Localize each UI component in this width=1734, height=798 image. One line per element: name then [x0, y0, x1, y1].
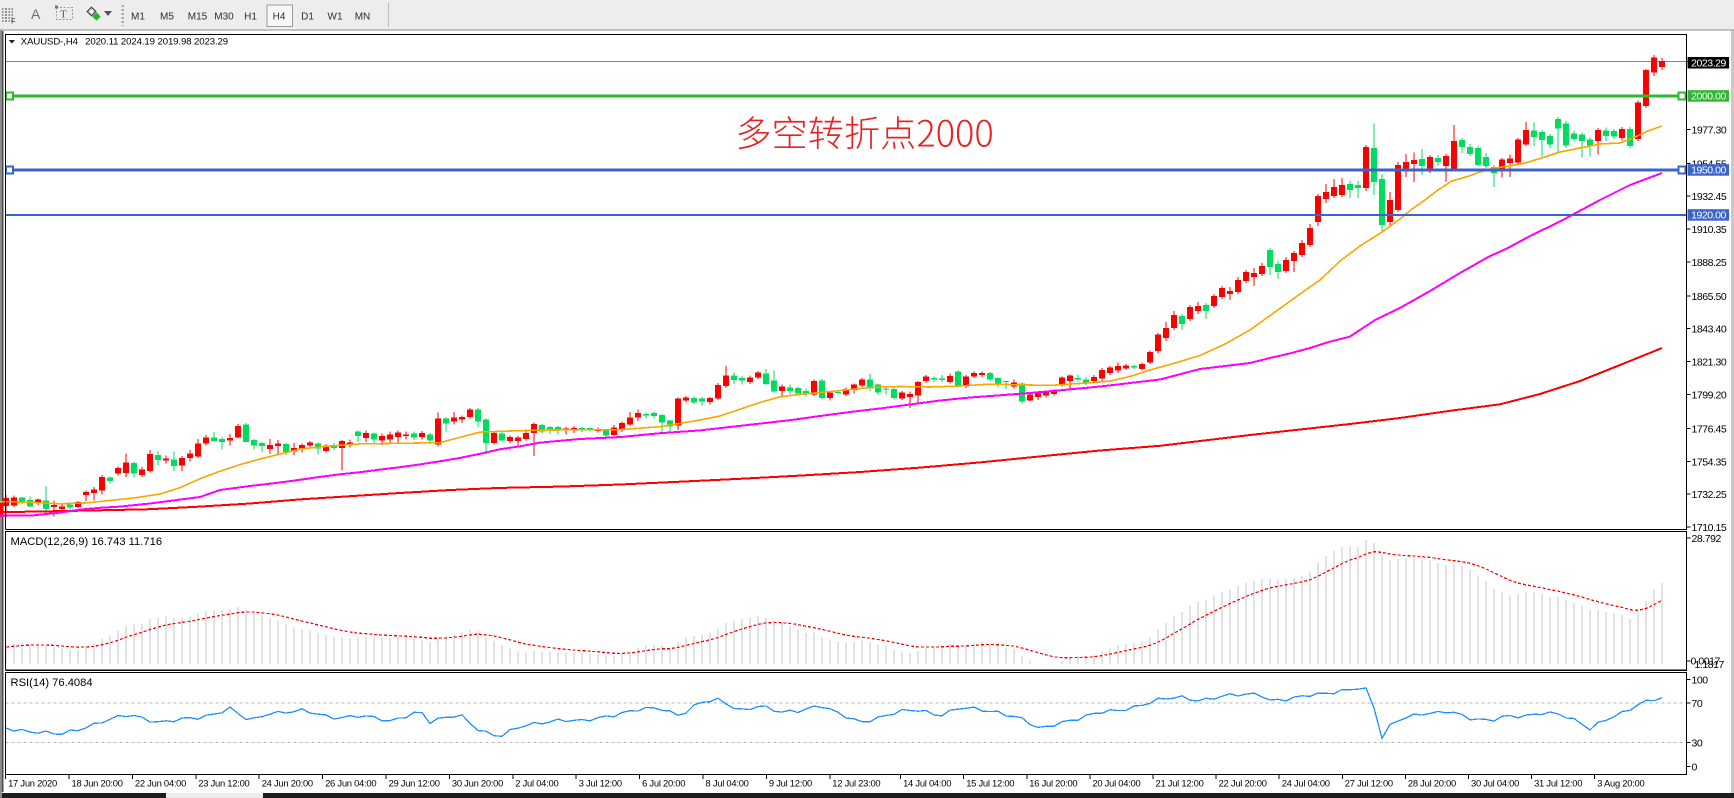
svg-text:1821.30: 1821.30 — [1692, 357, 1727, 369]
svg-text:MACD(12,26,9) 16.743 11.716: MACD(12,26,9) 16.743 11.716 — [11, 536, 163, 548]
svg-text:1754.35: 1754.35 — [1692, 456, 1727, 468]
svg-text:28.792: 28.792 — [1692, 533, 1722, 545]
svg-text:0: 0 — [1692, 761, 1698, 773]
svg-text:W1: W1 — [328, 12, 343, 23]
svg-text:M15: M15 — [188, 12, 208, 23]
svg-text:T: T — [60, 9, 67, 21]
svg-text:RSI(14) 76.4084: RSI(14) 76.4084 — [11, 677, 93, 689]
svg-text:D1: D1 — [301, 12, 314, 23]
svg-text:0.0017: 0.0017 — [1691, 656, 1721, 668]
svg-text:3 Aug 20:00: 3 Aug 20:00 — [1597, 778, 1644, 789]
svg-text:1799.20: 1799.20 — [1692, 390, 1727, 402]
svg-text:12 Jul 23:00: 12 Jul 23:00 — [832, 778, 880, 789]
svg-text:29 Jun 12:00: 29 Jun 12:00 — [389, 778, 440, 789]
svg-text:23 Jun 12:00: 23 Jun 12:00 — [198, 778, 249, 789]
svg-text:1732.25: 1732.25 — [1692, 489, 1727, 501]
svg-text:17 Jun 2020: 17 Jun 2020 — [8, 778, 57, 789]
svg-text:26 Jun 04:00: 26 Jun 04:00 — [325, 778, 376, 789]
svg-text:8 Jul 04:00: 8 Jul 04:00 — [706, 778, 749, 789]
svg-text:6 Jul 20:00: 6 Jul 20:00 — [642, 778, 685, 789]
svg-text:3 Jul 12:00: 3 Jul 12:00 — [579, 778, 622, 789]
svg-text:F: F — [11, 17, 16, 26]
svg-text:30 Jul 04:00: 30 Jul 04:00 — [1471, 778, 1519, 789]
svg-text:XAUUSD-,H4: XAUUSD-,H4 — [21, 37, 79, 48]
svg-text:15 Jul 12:00: 15 Jul 12:00 — [966, 778, 1014, 789]
svg-text:1.1817: 1.1817 — [1695, 659, 1725, 671]
svg-text:M30: M30 — [214, 12, 234, 23]
svg-text:2020.11 2024.19 2019.98 2023.2: 2020.11 2024.19 2019.98 2023.29 — [85, 37, 228, 48]
svg-text:1888.25: 1888.25 — [1692, 257, 1727, 269]
svg-text:30 Jun 20:00: 30 Jun 20:00 — [452, 778, 503, 789]
svg-text:21 Jul 12:00: 21 Jul 12:00 — [1156, 778, 1204, 789]
svg-text:70: 70 — [1692, 698, 1703, 710]
svg-text:24 Jul 04:00: 24 Jul 04:00 — [1282, 778, 1330, 789]
svg-text:2000.00: 2000.00 — [1691, 91, 1726, 103]
svg-text:A: A — [31, 6, 41, 22]
svg-text:H4: H4 — [273, 12, 286, 23]
svg-text:16 Jul 20:00: 16 Jul 20:00 — [1029, 778, 1077, 789]
svg-text:1950.00: 1950.00 — [1691, 165, 1726, 177]
svg-text:28 Jul 20:00: 28 Jul 20:00 — [1408, 778, 1456, 789]
svg-text:H1: H1 — [244, 12, 257, 23]
svg-text:1910.35: 1910.35 — [1692, 224, 1727, 236]
svg-text:MN: MN — [355, 12, 371, 23]
svg-text:22 Jun 04:00: 22 Jun 04:00 — [135, 778, 186, 789]
svg-text:20 Jul 04:00: 20 Jul 04:00 — [1092, 778, 1140, 789]
svg-text:M5: M5 — [160, 12, 174, 23]
svg-text:1843.40: 1843.40 — [1692, 324, 1727, 336]
svg-text:14 Jul 04:00: 14 Jul 04:00 — [903, 778, 951, 789]
svg-text:9 Jul 12:00: 9 Jul 12:00 — [769, 778, 812, 789]
svg-text:2023.29: 2023.29 — [1691, 57, 1726, 69]
svg-text:22 Jul 20:00: 22 Jul 20:00 — [1219, 778, 1267, 789]
svg-text:1776.45: 1776.45 — [1692, 423, 1727, 435]
svg-text:2 Jul 04:00: 2 Jul 04:00 — [515, 778, 558, 789]
svg-text:100: 100 — [1692, 675, 1709, 687]
svg-text:1920.00: 1920.00 — [1691, 210, 1726, 222]
svg-text:24 Jun 20:00: 24 Jun 20:00 — [262, 778, 313, 789]
svg-text:1865.50: 1865.50 — [1692, 291, 1727, 303]
svg-text:18 Jun 20:00: 18 Jun 20:00 — [72, 778, 123, 789]
svg-text:1932.45: 1932.45 — [1692, 191, 1727, 203]
svg-text:1977.30: 1977.30 — [1692, 124, 1727, 136]
svg-text:30: 30 — [1692, 738, 1703, 750]
svg-text:M1: M1 — [131, 12, 145, 23]
svg-text:31 Jul 12:00: 31 Jul 12:00 — [1534, 778, 1582, 789]
svg-text:27 Jul 12:00: 27 Jul 12:00 — [1345, 778, 1393, 789]
svg-text:1710.15: 1710.15 — [1692, 522, 1727, 534]
